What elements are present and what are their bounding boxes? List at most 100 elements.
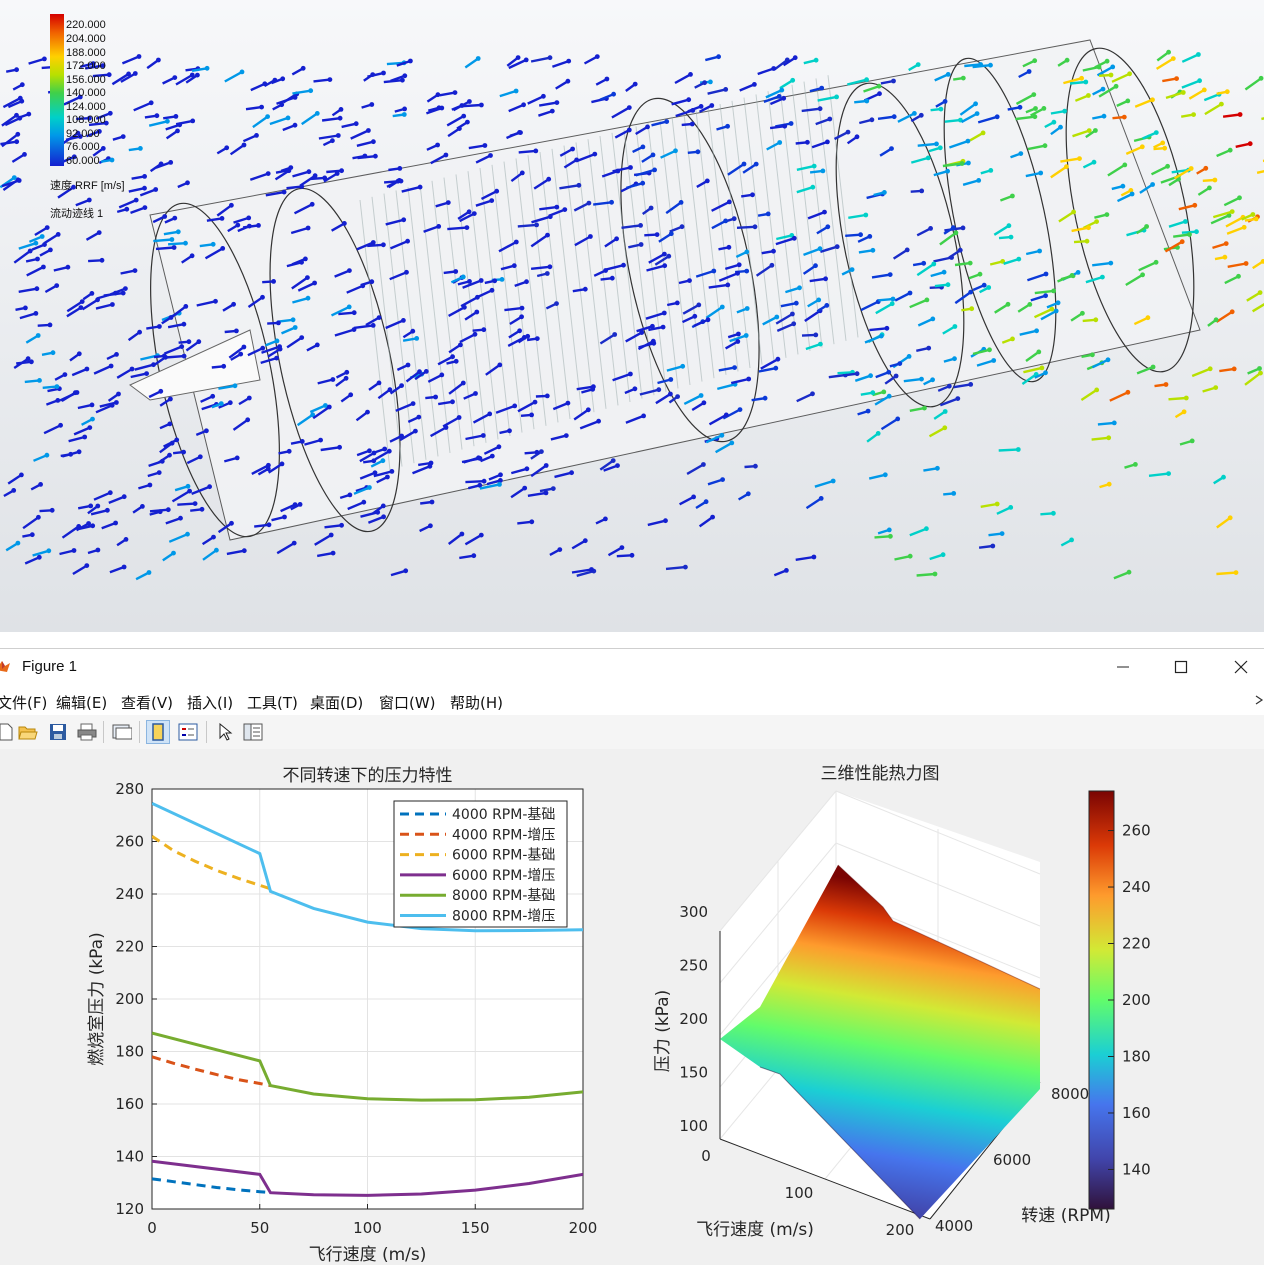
velocity-arrow-head xyxy=(148,100,154,106)
velocity-arrow-head xyxy=(462,304,467,310)
velocity-arrow-head xyxy=(297,502,303,507)
velocity-arrow-head xyxy=(674,300,680,306)
velocity-arrow-head xyxy=(241,344,247,350)
velocity-arrow xyxy=(430,426,447,438)
velocity-arrow-head xyxy=(95,547,101,553)
velocity-arrow xyxy=(229,144,245,156)
velocity-arrow-head xyxy=(1187,232,1192,237)
velocity-arrow xyxy=(251,464,269,475)
velocity-arrow-head xyxy=(100,146,106,151)
velocity-arrow-head xyxy=(376,315,382,320)
menu-desktop[interactable]: 桌面(D) xyxy=(310,694,364,712)
velocity-arrow-head xyxy=(346,304,352,310)
velocity-arrow-head xyxy=(1236,273,1241,279)
velocity-arrow-head xyxy=(830,478,836,484)
velocity-arrow-head xyxy=(950,225,956,231)
velocity-arrow-head xyxy=(1229,209,1235,215)
dock-arrow-icon[interactable] xyxy=(1254,694,1264,706)
velocity-arrow-head xyxy=(889,146,894,152)
velocity-arrow-head xyxy=(1258,370,1263,376)
pointer-button[interactable] xyxy=(213,720,237,744)
property-inspector-button[interactable] xyxy=(241,720,265,744)
velocity-arrow-head xyxy=(1257,366,1262,371)
velocity-arrow-head xyxy=(62,372,68,377)
save-button[interactable] xyxy=(46,720,70,744)
velocity-arrow xyxy=(93,491,111,501)
velocity-arrow-head xyxy=(1079,75,1084,81)
close-button[interactable] xyxy=(1218,649,1264,685)
menu-edit[interactable]: 编辑(E) xyxy=(56,694,108,712)
velocity-arrow xyxy=(550,434,567,441)
velocity-arrow xyxy=(95,303,113,310)
menu-tools[interactable]: 工具(T) xyxy=(247,694,298,712)
velocity-arrow xyxy=(356,140,374,147)
velocity-arrow-head xyxy=(582,286,588,292)
menu-insert[interactable]: 插入(I) xyxy=(187,694,234,712)
minimize-button[interactable] xyxy=(1100,649,1146,685)
velocity-arrow-head xyxy=(1058,124,1063,130)
velocity-arrow-head xyxy=(105,507,110,513)
menu-help[interactable]: 帮助(H) xyxy=(450,694,503,712)
velocity-arrow-head xyxy=(797,285,802,291)
velocity-arrow xyxy=(1244,372,1262,386)
toggle-figure-button[interactable] xyxy=(146,720,170,744)
velocity-arrow xyxy=(313,78,331,83)
velocity-arrow-head xyxy=(661,310,667,316)
velocity-arrow xyxy=(479,483,500,490)
velocity-arrow-head xyxy=(436,224,442,229)
velocity-arrow-head xyxy=(726,244,732,250)
velocity-arrow xyxy=(254,523,270,528)
velocity-arrow xyxy=(928,426,946,438)
velocity-arrow xyxy=(359,451,375,463)
maximize-button[interactable] xyxy=(1158,649,1204,685)
velocity-arrow-head xyxy=(78,305,84,310)
velocity-arrow xyxy=(1027,144,1046,151)
velocity-arrow xyxy=(614,128,630,139)
velocity-arrow-head xyxy=(213,298,218,304)
velocity-arrow-head xyxy=(133,197,139,203)
velocity-arrow-head xyxy=(811,163,817,169)
print-icon xyxy=(77,723,97,741)
velocity-arrow xyxy=(338,311,355,316)
blade-line xyxy=(683,113,715,379)
velocity-arrow-head xyxy=(423,369,429,374)
legend-button[interactable] xyxy=(176,720,200,744)
velocity-arrow-head xyxy=(116,391,121,397)
velocity-arrow-head xyxy=(887,272,893,277)
new-figure-button[interactable] xyxy=(0,720,18,744)
menu-file[interactable]: 文件(F) xyxy=(0,694,48,712)
velocity-arrow xyxy=(962,179,980,186)
velocity-arrow xyxy=(762,315,778,326)
x-tick-label: 50 xyxy=(250,1219,269,1237)
velocity-arrow-head xyxy=(106,72,112,78)
velocity-arrow xyxy=(909,298,928,309)
velocity-arrow-head xyxy=(818,341,823,347)
velocity-arrow-head xyxy=(1194,229,1199,235)
velocity-arrow-head xyxy=(827,116,833,122)
link-plot-button[interactable] xyxy=(110,720,134,744)
legend-tick: 220.000 xyxy=(66,19,106,31)
surface-ridge xyxy=(837,864,1041,990)
menu-view[interactable]: 查看(V) xyxy=(121,694,173,712)
velocity-arrow-head xyxy=(990,543,996,549)
open-file-button[interactable] xyxy=(16,720,40,744)
legend-box xyxy=(393,800,568,928)
velocity-arrow xyxy=(18,287,38,293)
velocity-arrow xyxy=(854,374,871,382)
velocity-arrow-head xyxy=(1015,447,1021,452)
velocity-arrow xyxy=(639,388,660,396)
velocity-arrow-head xyxy=(589,567,594,572)
velocity-arrow xyxy=(95,112,111,120)
print-button[interactable] xyxy=(75,720,99,744)
velocity-arrow-head xyxy=(445,200,451,206)
velocity-arrow-head xyxy=(71,154,77,160)
velocity-arrow-head xyxy=(753,161,759,167)
velocity-arrow xyxy=(118,198,137,209)
menu-window[interactable]: 窗口(W) xyxy=(379,694,436,712)
velocity-arrow xyxy=(705,434,723,444)
velocity-arrow-head xyxy=(817,246,823,252)
velocity-arrow-head xyxy=(370,323,376,328)
velocity-arrow-head xyxy=(109,157,115,163)
velocity-arrow xyxy=(447,226,467,231)
velocity-arrow xyxy=(795,555,815,561)
